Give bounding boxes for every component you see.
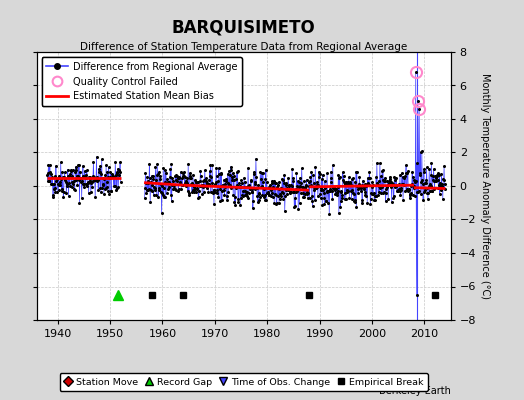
- Legend: Station Move, Record Gap, Time of Obs. Change, Empirical Break: Station Move, Record Gap, Time of Obs. C…: [60, 373, 428, 391]
- Y-axis label: Monthly Temperature Anomaly Difference (°C): Monthly Temperature Anomaly Difference (…: [481, 73, 490, 299]
- Text: Difference of Station Temperature Data from Regional Average: Difference of Station Temperature Data f…: [80, 42, 407, 52]
- Legend: Difference from Regional Average, Quality Control Failed, Estimated Station Mean: Difference from Regional Average, Qualit…: [41, 57, 242, 106]
- Title: BARQUISIMETO: BARQUISIMETO: [172, 18, 315, 36]
- Text: Berkeley Earth: Berkeley Earth: [379, 386, 451, 396]
